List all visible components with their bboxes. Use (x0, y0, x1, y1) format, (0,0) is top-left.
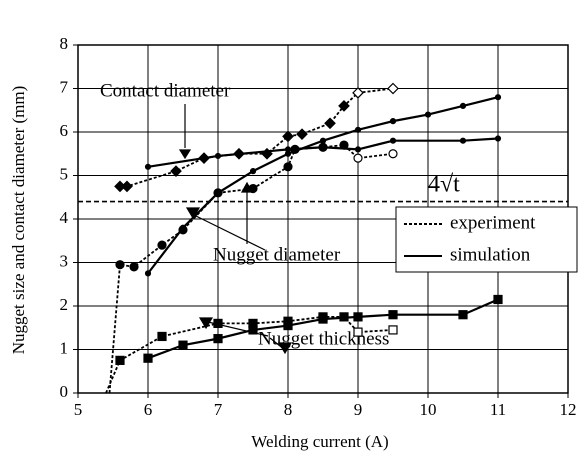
x-tick-label: 6 (144, 400, 153, 419)
series-line (147, 137, 499, 168)
marker (283, 320, 293, 331)
marker (157, 331, 167, 342)
marker-triangle (185, 207, 201, 220)
marker (459, 102, 467, 110)
y-tick-label: 5 (60, 164, 69, 183)
marker (179, 224, 187, 231)
x-axis-label: Welding current (A) (251, 432, 388, 451)
y-tick-label: 7 (60, 77, 69, 96)
marker (387, 82, 399, 95)
marker (214, 189, 222, 196)
marker (214, 152, 222, 160)
marker (157, 240, 167, 250)
leader (207, 321, 269, 337)
marker (213, 334, 223, 344)
x-tick-label: 7 (214, 400, 223, 419)
marker (144, 270, 152, 277)
marker (283, 162, 293, 172)
legend-box (395, 206, 578, 273)
marker (388, 149, 398, 159)
marker (353, 153, 363, 163)
marker (388, 310, 398, 320)
marker (282, 130, 294, 143)
marker (178, 340, 188, 350)
marker (296, 128, 308, 141)
marker (144, 163, 152, 170)
y-tick-label: 6 (60, 121, 69, 140)
marker (115, 260, 125, 270)
marker-triangle (198, 317, 214, 330)
y-tick-label: 8 (60, 34, 69, 53)
x-tick-label: 8 (284, 400, 293, 419)
annotation: Nugget thickness (258, 328, 389, 349)
y-axis-label: Nugget size and contact diameter (mm) (9, 86, 28, 355)
marker (353, 327, 363, 337)
marker (129, 262, 139, 272)
legend-label: experiment (450, 212, 536, 233)
marker (352, 87, 364, 99)
marker (493, 294, 503, 305)
marker (324, 117, 336, 130)
y-tick-label: 1 (60, 338, 69, 357)
marker (388, 325, 398, 335)
marker (319, 144, 327, 151)
y-tick-label: 2 (60, 295, 69, 314)
y-tick-label: 0 (60, 382, 69, 401)
series-line (147, 298, 499, 360)
marker (249, 168, 257, 175)
legend-label: simulation (450, 244, 531, 265)
marker (424, 111, 432, 118)
marker (354, 126, 362, 133)
arrow-head (178, 149, 192, 160)
arrow-head (240, 181, 254, 193)
marker (389, 137, 397, 144)
marker (248, 325, 258, 335)
marker (170, 165, 182, 177)
marker (338, 100, 350, 112)
marker (121, 180, 133, 193)
y-tick-label: 4 (60, 208, 69, 227)
marker (389, 118, 397, 125)
marker (318, 314, 328, 324)
marker-triangle (277, 342, 293, 355)
x-tick-label: 5 (74, 400, 83, 419)
reference-label: 4√t (428, 172, 460, 198)
x-tick-label: 12 (560, 400, 577, 419)
x-tick-label: 10 (420, 400, 437, 419)
annotation-arrows (178, 104, 293, 355)
annotation: Nugget diameter (213, 244, 341, 265)
y-tick-label: 3 (60, 251, 69, 270)
marker (459, 137, 467, 144)
marker (115, 355, 125, 365)
marker (143, 353, 153, 363)
legend: experiment simulation (395, 206, 578, 273)
x-tick-label: 9 (354, 400, 363, 419)
marker (353, 312, 363, 322)
x-tick-label: 11 (490, 400, 506, 419)
series-line (120, 87, 394, 188)
marker (319, 137, 327, 144)
marker (354, 146, 362, 153)
leader (195, 215, 266, 251)
marker (494, 94, 502, 101)
marker (458, 310, 468, 320)
annotation: Contact diameter (100, 80, 231, 101)
marker (284, 146, 292, 153)
marker (494, 135, 502, 142)
